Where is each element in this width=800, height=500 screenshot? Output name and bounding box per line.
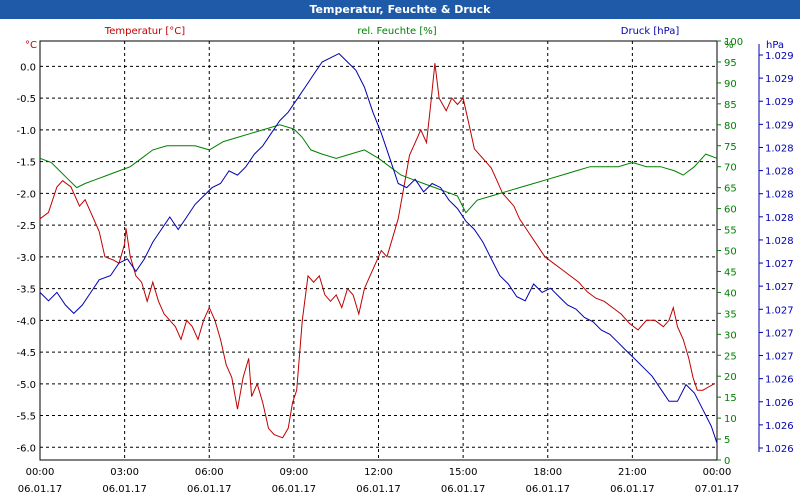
temperature-tick-label: -1.0 xyxy=(16,126,36,137)
x-tick-time: 09:00 xyxy=(279,467,308,478)
pressure-tick-label: 1.028 xyxy=(765,167,794,178)
pressure-tick-label: 1.029 xyxy=(765,51,794,62)
pressure-tick-label: 1.027 xyxy=(765,259,794,270)
legend-pressure: Druck [hPa] xyxy=(621,26,680,37)
pressure-tick-label: 1.026 xyxy=(765,375,794,386)
pressure-series-line xyxy=(39,52,718,444)
x-tick-date: 06.01.17 xyxy=(356,484,401,495)
x-tick-date: 06.01.17 xyxy=(18,484,63,495)
humidity-tick-label: 0 xyxy=(724,456,730,467)
humidity-tick-label: 90 xyxy=(724,79,737,90)
humidity-tick-label: 5 xyxy=(724,435,730,446)
humidity-tick-label: 50 xyxy=(724,247,737,258)
temperature-series-line xyxy=(39,63,715,439)
pressure-unit-label: hPa xyxy=(766,40,784,51)
humidity-tick-label: 75 xyxy=(724,142,737,153)
pressure-tick-label: 1.027 xyxy=(765,328,794,339)
temperature-tick-label: -5.0 xyxy=(16,380,36,391)
legend-temperature: Temperatur [°C] xyxy=(104,26,185,37)
humidity-tick-label: 30 xyxy=(724,330,737,341)
x-tick-date: 06.01.17 xyxy=(187,484,232,495)
temperature-tick-label: -4.5 xyxy=(16,348,36,359)
humidity-tick-label: 40 xyxy=(724,288,737,299)
temperature-unit-label: °C xyxy=(25,40,37,51)
temperature-tick-label: -0.5 xyxy=(16,94,36,105)
temperature-tick-label: -2.0 xyxy=(16,189,36,200)
pressure-tick-label: 1.027 xyxy=(765,305,794,316)
humidity-tick-label: 45 xyxy=(724,267,737,278)
temperature-tick-label: -5.5 xyxy=(16,412,36,423)
x-tick-date: 06.01.17 xyxy=(272,484,317,495)
humidity-tick-label: 60 xyxy=(724,205,737,216)
temperature-tick-label: -4.0 xyxy=(16,316,36,327)
x-tick-time: 12:00 xyxy=(364,467,393,478)
humidity-tick-label: 55 xyxy=(724,226,737,237)
x-tick-date: 07.01.17 xyxy=(695,484,740,495)
humidity-tick-label: 80 xyxy=(724,121,737,132)
x-tick-time: 00:00 xyxy=(26,467,55,478)
pressure-tick-label: 1.028 xyxy=(765,190,794,201)
humidity-unit-label: % xyxy=(724,40,734,51)
x-tick-date: 06.01.17 xyxy=(441,484,486,495)
humidity-tick-label: 20 xyxy=(724,372,737,383)
pressure-tick-label: 1.028 xyxy=(765,236,794,247)
humidity-tick-label: 100 xyxy=(724,37,743,48)
pressure-tick-label: 1.026 xyxy=(765,421,794,432)
humidity-tick-label: 95 xyxy=(724,58,737,69)
x-tick-date: 06.01.17 xyxy=(525,484,570,495)
x-tick-time: 06:00 xyxy=(195,467,224,478)
x-tick-date: 06.01.17 xyxy=(102,484,147,495)
humidity-tick-label: 15 xyxy=(724,393,737,404)
humidity-tick-label: 10 xyxy=(724,414,737,425)
x-tick-time: 03:00 xyxy=(110,467,139,478)
pressure-tick-label: 1.027 xyxy=(765,282,794,293)
x-tick-time: 00:00 xyxy=(703,467,732,478)
humidity-tick-label: 70 xyxy=(724,163,737,174)
temperature-tick-label: -3.5 xyxy=(16,285,36,296)
x-tick-date: 06.01.17 xyxy=(610,484,655,495)
temperature-tick-label: -2.5 xyxy=(16,221,36,232)
title-bar: Temperatur, Feuchte & Druck xyxy=(0,0,800,19)
humidity-tick-label: 65 xyxy=(724,184,737,195)
pressure-tick-label: 1.026 xyxy=(765,444,794,455)
x-tick-time: 21:00 xyxy=(618,467,647,478)
legend-humidity: rel. Feuchte [%] xyxy=(357,26,436,37)
pressure-tick-label: 1.029 xyxy=(765,74,794,85)
humidity-tick-label: 25 xyxy=(724,351,737,362)
x-tick-time: 15:00 xyxy=(449,467,478,478)
temperature-tick-label: -3.0 xyxy=(16,253,36,264)
humidity-tick-label: 35 xyxy=(724,309,737,320)
pressure-tick-label: 1.029 xyxy=(765,97,794,108)
pressure-tick-label: 1.027 xyxy=(765,352,794,363)
pressure-tick-label: 1.028 xyxy=(765,143,794,154)
x-tick-time: 18:00 xyxy=(533,467,562,478)
temperature-tick-label: -1.5 xyxy=(16,158,36,169)
chart-title: Temperatur, Feuchte & Druck xyxy=(309,3,491,16)
pressure-tick-label: 1.029 xyxy=(765,120,794,131)
pressure-tick-label: 1.026 xyxy=(765,398,794,409)
temperature-tick-label: -6.0 xyxy=(16,443,36,454)
humidity-series-line xyxy=(39,124,718,214)
humidity-tick-label: 85 xyxy=(724,100,737,111)
pressure-tick-label: 1.028 xyxy=(765,213,794,224)
temperature-tick-label: 0.0 xyxy=(20,62,36,73)
